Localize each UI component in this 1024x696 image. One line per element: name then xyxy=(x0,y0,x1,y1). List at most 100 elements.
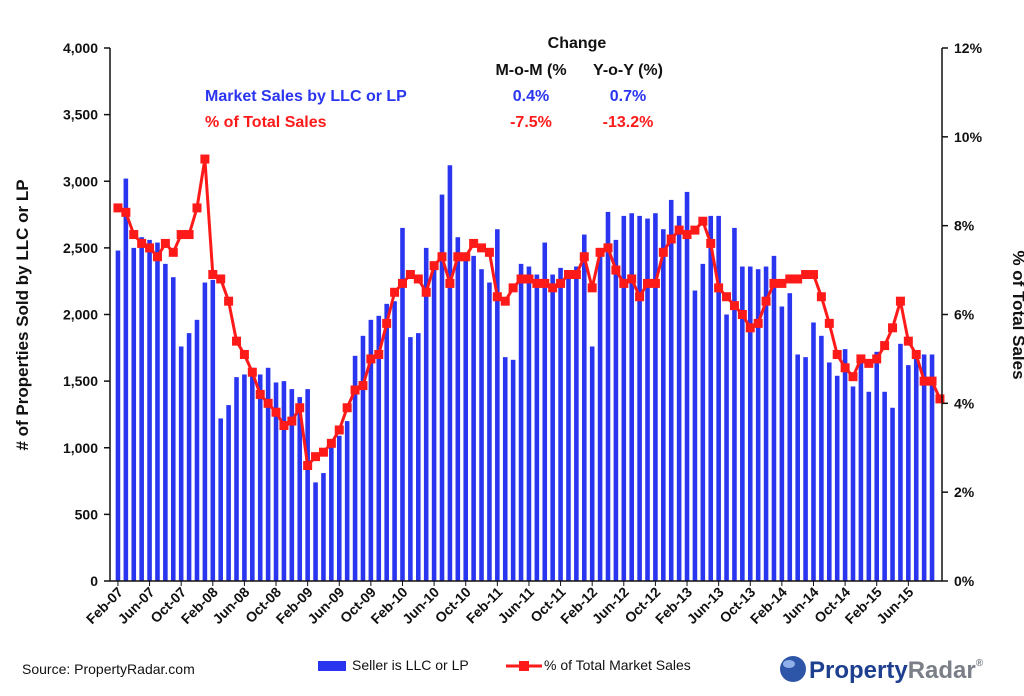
left-axis-title: # of Properties Sold by LLC or LP xyxy=(13,179,32,450)
bar-69 xyxy=(661,229,666,581)
pct-point-81 xyxy=(753,318,763,328)
pct-point-57 xyxy=(563,270,573,280)
right-tick-label: 0% xyxy=(954,573,975,589)
pct-point-84 xyxy=(777,278,787,288)
pct-point-100 xyxy=(903,336,913,346)
pct-point-17 xyxy=(247,367,257,377)
bar-43 xyxy=(455,237,461,581)
bar-16 xyxy=(242,374,247,581)
bar-14 xyxy=(226,405,231,581)
bar-55 xyxy=(550,274,555,581)
bar-17 xyxy=(250,367,255,581)
pct-point-73 xyxy=(690,225,700,235)
bar-62 xyxy=(605,211,611,581)
pct-point-87 xyxy=(801,270,811,280)
bar-89 xyxy=(819,335,824,581)
pct-point-60 xyxy=(587,283,597,293)
pct-point-102 xyxy=(919,376,929,386)
pct-point-75 xyxy=(706,238,716,248)
bar-50 xyxy=(510,359,516,581)
pct-point-76 xyxy=(714,283,724,293)
left-tick-label: 4,000 xyxy=(63,40,98,56)
pct-point-69 xyxy=(658,247,668,257)
pct-point-12 xyxy=(208,270,218,280)
bar-102 xyxy=(921,354,927,581)
bar-31 xyxy=(360,335,366,581)
bar-71 xyxy=(676,215,682,581)
pct-point-101 xyxy=(911,349,921,359)
bar-65 xyxy=(629,213,634,582)
bar-29 xyxy=(344,421,350,581)
yoy-column-header: Y-o-Y (%) xyxy=(593,62,663,79)
pct-point-18 xyxy=(255,389,265,399)
bar-67 xyxy=(645,218,650,581)
bar-70 xyxy=(668,199,674,581)
bar-45 xyxy=(471,255,476,581)
bar-73 xyxy=(692,290,698,581)
left-tick-label: 1,000 xyxy=(63,440,98,456)
pct-point-29 xyxy=(342,403,352,413)
bar-101 xyxy=(913,354,919,581)
bar-8 xyxy=(178,346,184,581)
bar-79 xyxy=(740,266,745,581)
pct-point-104 xyxy=(935,394,945,404)
pct-point-35 xyxy=(390,287,400,297)
pct-point-3 xyxy=(137,238,147,248)
pct-point-41 xyxy=(437,252,447,262)
pct-point-52 xyxy=(524,274,534,284)
x-axis-ticks: Feb-07Jun-07Oct-07Feb-08Jun-08Oct-08Feb-… xyxy=(83,581,917,627)
pct-point-25 xyxy=(311,452,321,462)
pct-point-10 xyxy=(192,203,202,213)
pct-point-48 xyxy=(492,292,502,302)
pct-point-83 xyxy=(769,278,779,288)
bar-13 xyxy=(218,418,223,581)
bar-51 xyxy=(518,263,524,581)
bar-10 xyxy=(194,319,200,581)
bar-86 xyxy=(795,354,800,581)
bar-95 xyxy=(866,391,872,581)
row-pct-label: % of Total Sales xyxy=(205,114,327,131)
left-tick-label: 0 xyxy=(90,573,98,589)
pct-point-78 xyxy=(729,301,739,311)
pct-point-28 xyxy=(334,425,344,435)
pct-point-79 xyxy=(737,310,747,319)
pct-point-40 xyxy=(429,261,439,271)
pct-point-90 xyxy=(824,318,834,328)
right-tick-label: 8% xyxy=(954,218,975,234)
bar-84 xyxy=(779,306,785,581)
row-llc-mom: 0.4% xyxy=(513,88,549,105)
bar-60 xyxy=(589,346,595,581)
bar-59 xyxy=(581,234,587,582)
right-axis-ticks: 0% 2% 4% 6% 8% 10% 12% xyxy=(942,40,983,589)
pct-point-94 xyxy=(856,354,866,364)
pct-point-92 xyxy=(840,363,850,373)
bar-0 xyxy=(115,250,121,582)
bar-11 xyxy=(202,282,208,581)
bar-25 xyxy=(313,482,318,581)
pct-point-23 xyxy=(295,403,305,413)
legend-bar-swatch xyxy=(318,661,346,671)
bar-58 xyxy=(574,266,579,581)
pct-point-19 xyxy=(263,398,273,408)
bar-98 xyxy=(890,407,895,581)
pct-point-38 xyxy=(413,274,423,284)
bar-34 xyxy=(384,303,389,581)
bar-2 xyxy=(131,247,137,582)
pct-point-27 xyxy=(326,438,336,448)
bar-44 xyxy=(463,258,469,581)
pct-point-43 xyxy=(453,252,463,262)
pct-point-98 xyxy=(888,323,898,333)
bar-47 xyxy=(487,282,492,581)
pct-point-56 xyxy=(556,278,566,288)
pct-point-11 xyxy=(200,154,210,164)
pct-point-58 xyxy=(571,270,581,280)
bar-54 xyxy=(542,242,548,582)
bar-12 xyxy=(210,279,216,581)
bar-90 xyxy=(827,362,832,581)
bar-26 xyxy=(321,473,326,581)
pct-point-77 xyxy=(722,292,732,302)
right-tick-label: 4% xyxy=(954,395,975,411)
bar-93 xyxy=(850,386,856,581)
bar-1 xyxy=(123,178,129,581)
pct-point-8 xyxy=(176,230,186,240)
